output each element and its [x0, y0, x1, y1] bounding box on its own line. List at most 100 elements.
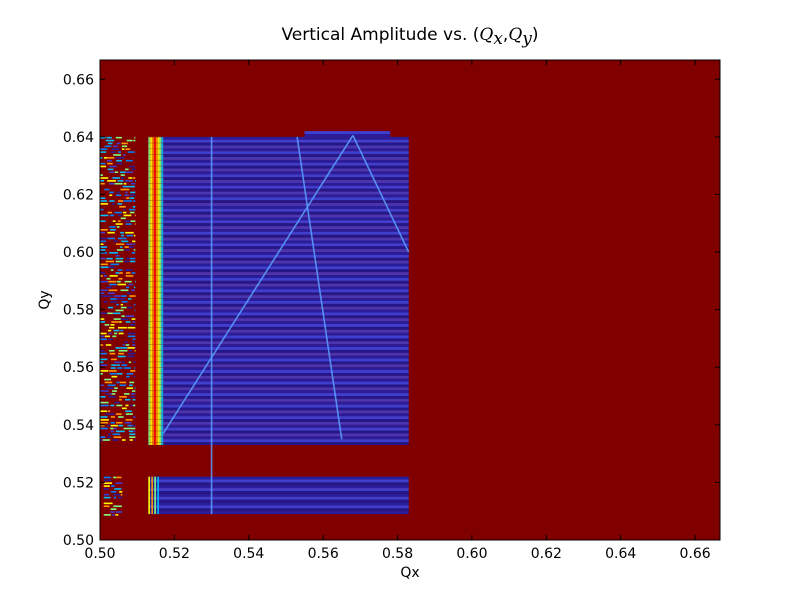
heatmap-cell — [128, 361, 132, 364]
heatmap-cell — [104, 188, 110, 191]
heatmap-cell — [133, 177, 136, 179]
heatmap-row — [163, 162, 409, 166]
heatmap-row — [163, 203, 409, 206]
heatmap-cell — [100, 148, 108, 150]
heatmap-cell — [103, 275, 108, 277]
heatmap-cell — [118, 277, 123, 280]
heatmap-cell — [123, 393, 130, 395]
heatmap-cell — [129, 185, 135, 188]
heatmap-cell — [100, 220, 106, 222]
heatmap-cell — [120, 493, 123, 496]
heatmap-cell — [100, 424, 105, 427]
heatmap-cell — [100, 197, 106, 199]
heatmap-cell — [129, 197, 135, 199]
heatmap-cell — [134, 214, 136, 217]
heatmap-cell — [113, 295, 121, 297]
heatmap-cell — [123, 200, 133, 202]
heatmap-cell — [100, 257, 106, 260]
heatmap-cell — [133, 286, 136, 289]
heatmap-cell — [125, 315, 135, 318]
heatmap-cell — [125, 272, 131, 274]
heatmap-cell — [121, 145, 128, 148]
heatmap-cell — [110, 508, 117, 510]
heatmap-cell — [100, 165, 106, 168]
edge-stripe — [148, 344, 164, 345]
heatmap-cell — [110, 427, 114, 430]
heatmap-row — [163, 188, 409, 192]
edge-stripe — [148, 148, 164, 150]
edge-stripe — [148, 401, 164, 403]
heatmap-cell — [100, 280, 109, 283]
heatmap-cell — [115, 511, 123, 513]
heatmap-cell — [100, 180, 105, 182]
heatmap-cell — [121, 234, 124, 237]
heatmap-cell — [116, 191, 120, 194]
heatmap-cell — [110, 430, 114, 433]
heatmap-row — [163, 298, 409, 302]
edge-stripe — [148, 234, 164, 236]
heatmap-cell — [109, 229, 116, 231]
heatmap-row — [163, 229, 409, 232]
heatmap-cell — [112, 439, 118, 441]
heatmap-row — [163, 220, 409, 224]
heatmap-row — [148, 482, 409, 486]
heatmap-cell — [100, 384, 104, 387]
y-tick-label: 0.54 — [63, 418, 94, 434]
heatmap-cell — [106, 436, 112, 438]
heatmap-cell — [119, 396, 127, 398]
heatmap-cell — [129, 384, 133, 387]
heatmap-cell — [102, 439, 110, 441]
heatmap-cell — [100, 289, 108, 292]
heatmap-cell — [100, 401, 109, 404]
heatmap-row — [163, 375, 409, 379]
edge-stripe — [148, 177, 164, 178]
heatmap-cell — [100, 338, 107, 341]
heatmap-cell — [107, 329, 112, 332]
heatmap-cell — [114, 361, 121, 364]
heatmap-cell — [125, 168, 129, 171]
heatmap-cell — [117, 203, 123, 205]
x-axis-label: Qx — [400, 565, 419, 581]
heatmap-cell — [129, 381, 135, 384]
heatmap-cell — [124, 249, 130, 251]
heatmap-row — [163, 355, 409, 359]
heatmap-row — [163, 347, 409, 350]
heatmap-cell — [116, 372, 123, 375]
heatmap-cell — [129, 165, 135, 168]
heatmap-cell — [103, 301, 108, 303]
heatmap-cell — [121, 439, 126, 441]
heatmap-cell — [129, 257, 136, 260]
heatmap-row — [304, 131, 391, 135]
heatmap-cell — [100, 272, 106, 274]
heatmap-row — [163, 205, 409, 209]
lower-edge-band — [157, 476, 159, 515]
heatmap-row — [163, 393, 409, 397]
heatmap-cell — [111, 203, 115, 205]
heatmap-row — [163, 231, 409, 235]
heatmap-cell — [100, 332, 107, 335]
heatmap-cell — [130, 396, 136, 398]
heatmap-cell — [106, 479, 112, 482]
heatmap-row — [163, 254, 409, 258]
heatmap-row — [163, 378, 409, 382]
resonance-line — [162, 135, 354, 434]
heatmap-row — [163, 226, 409, 230]
heatmap-cell — [100, 151, 107, 153]
heatmap-cell — [120, 246, 123, 248]
heatmap-row — [163, 260, 409, 264]
edge-stripe — [148, 396, 164, 397]
heatmap-cell — [125, 344, 130, 346]
heatmap-cell — [103, 496, 111, 499]
heatmap-row — [163, 370, 409, 373]
heatmap-row — [163, 139, 409, 143]
resonance-edge-band — [148, 136, 151, 445]
heatmap-cell — [132, 205, 136, 208]
heatmap-cell — [100, 421, 109, 424]
edge-stripe — [148, 165, 164, 167]
heatmap-cell — [104, 378, 112, 381]
heatmap-cell — [132, 338, 136, 341]
lower-edge-band — [151, 476, 153, 515]
heatmap-cell — [109, 200, 115, 202]
heatmap-row — [163, 387, 409, 391]
heatmap-row — [163, 306, 409, 310]
